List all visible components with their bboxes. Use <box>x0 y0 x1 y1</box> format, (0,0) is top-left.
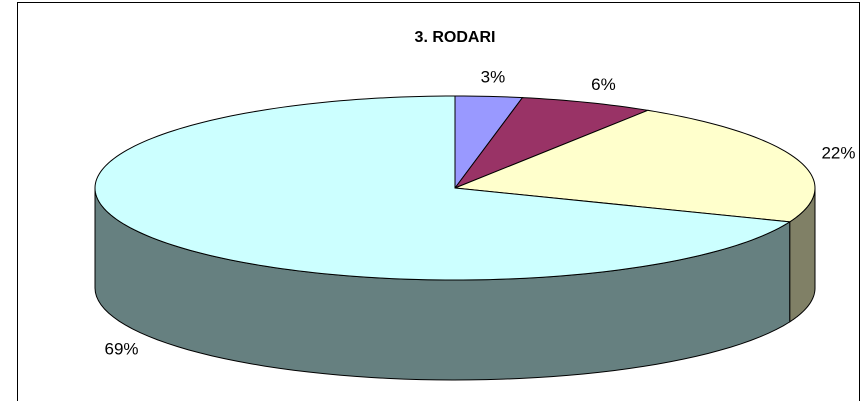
chart-title: 3. RODARI <box>415 29 496 46</box>
chart-frame <box>17 2 860 401</box>
pie-slice <box>94 95 792 281</box>
data-label: 6% <box>591 75 616 94</box>
data-label: 69% <box>105 340 139 359</box>
data-label: 22% <box>821 143 855 162</box>
pie-slice <box>454 109 816 223</box>
data-label: 3% <box>481 68 506 87</box>
pie-slice <box>453 97 650 190</box>
